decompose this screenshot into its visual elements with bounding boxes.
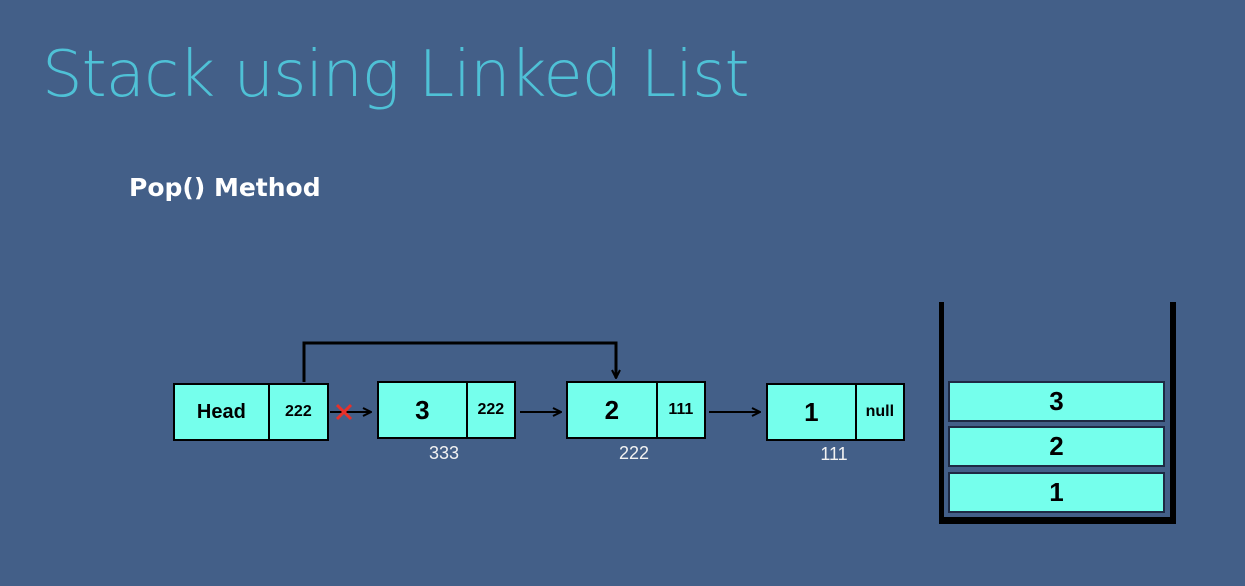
slide-title: Stack using Linked List [42, 38, 750, 112]
stack-item: 3 [948, 381, 1165, 422]
stack-item: 1 [948, 472, 1165, 513]
node-next-pointer: 111 [655, 383, 704, 437]
head-node: Head 222 [173, 383, 329, 441]
slide-subtitle: Pop() Method [129, 173, 321, 202]
node-next-pointer: 222 [465, 383, 514, 437]
node-address: 111 [820, 444, 848, 464]
node-value: 2 [604, 394, 620, 425]
node-address: 333 [428, 443, 460, 463]
bypass-link-arrow [302, 341, 616, 382]
node-value: 3 [415, 394, 430, 425]
stack-right-wall [1170, 302, 1176, 524]
list-node: 1 null [766, 383, 905, 441]
head-pointer: 222 [267, 385, 327, 439]
stack-left-wall [939, 302, 944, 524]
stack-item: 2 [948, 426, 1165, 467]
node-value: 1 [804, 396, 819, 427]
stack-base [939, 517, 1176, 524]
cross-mark-icon [335, 403, 353, 421]
node-address: 222 [618, 443, 650, 463]
node-next-pointer: null [854, 385, 903, 439]
list-node: 3 222 [377, 381, 516, 439]
list-node: 2 111 [566, 381, 706, 439]
head-label: Head [196, 400, 246, 423]
